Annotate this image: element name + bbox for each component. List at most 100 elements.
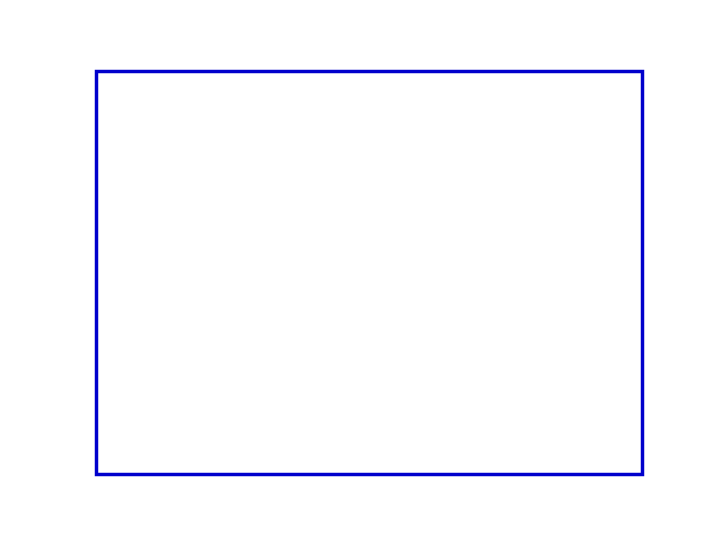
- Bar: [464, 224, 468, 227]
- Bar: [329, 110, 333, 111]
- Bar: [259, 115, 263, 119]
- Bar: [251, 111, 255, 115]
- FancyBboxPatch shape: [96, 71, 642, 475]
- Bar: [313, 110, 317, 111]
- Bar: [619, 448, 624, 450]
- Bar: [243, 115, 248, 119]
- Bar: [402, 115, 406, 119]
- Bar: [573, 454, 577, 457]
- Bar: [139, 448, 143, 450]
- Bar: [530, 448, 534, 450]
- Bar: [437, 115, 441, 119]
- Bar: [197, 448, 201, 450]
- Bar: [367, 115, 372, 119]
- Bar: [402, 450, 406, 454]
- Bar: [123, 448, 127, 450]
- Bar: [580, 450, 585, 454]
- Bar: [383, 454, 387, 457]
- Bar: [297, 450, 302, 454]
- Bar: [429, 115, 433, 119]
- Bar: [131, 111, 135, 115]
- Bar: [240, 231, 243, 235]
- Bar: [271, 450, 274, 454]
- Bar: [352, 450, 356, 454]
- Bar: [410, 450, 414, 454]
- Bar: [487, 448, 492, 450]
- Bar: [406, 448, 410, 450]
- Bar: [220, 450, 224, 454]
- Bar: [453, 115, 456, 119]
- Bar: [523, 448, 526, 450]
- Bar: [104, 448, 108, 450]
- Bar: [480, 235, 484, 239]
- Bar: [310, 454, 313, 457]
- Bar: [321, 448, 325, 450]
- Bar: [387, 111, 391, 115]
- Bar: [317, 111, 321, 115]
- Bar: [554, 450, 557, 454]
- Bar: [302, 454, 305, 457]
- Bar: [503, 448, 507, 450]
- Bar: [402, 110, 406, 111]
- Bar: [437, 448, 441, 450]
- Bar: [294, 454, 297, 457]
- Bar: [348, 115, 352, 119]
- Bar: [480, 222, 484, 224]
- Bar: [228, 450, 232, 454]
- Bar: [305, 115, 310, 119]
- Bar: [147, 450, 150, 454]
- Bar: [526, 111, 530, 115]
- Bar: [604, 110, 608, 111]
- Bar: [395, 454, 398, 457]
- Bar: [178, 111, 181, 115]
- Bar: [487, 222, 492, 224]
- Bar: [204, 111, 209, 115]
- Bar: [297, 448, 302, 450]
- Bar: [398, 110, 402, 111]
- Bar: [518, 115, 523, 119]
- Bar: [461, 222, 492, 239]
- Bar: [255, 454, 259, 457]
- Bar: [449, 448, 453, 450]
- Bar: [476, 231, 480, 235]
- Bar: [294, 448, 297, 450]
- Bar: [495, 454, 499, 457]
- Bar: [313, 450, 317, 454]
- Bar: [220, 110, 224, 111]
- Bar: [290, 115, 294, 119]
- Bar: [391, 454, 395, 457]
- Bar: [290, 111, 294, 115]
- Bar: [410, 110, 414, 111]
- Bar: [468, 110, 472, 111]
- Bar: [271, 448, 274, 450]
- Bar: [229, 219, 266, 242]
- Bar: [112, 111, 116, 115]
- Bar: [112, 115, 116, 119]
- Bar: [554, 111, 557, 115]
- Bar: [193, 448, 197, 450]
- Bar: [523, 115, 526, 119]
- Bar: [232, 115, 235, 119]
- Bar: [406, 115, 410, 119]
- Bar: [294, 110, 297, 111]
- Bar: [364, 454, 367, 457]
- Text: N-diffusion forms nMOS source, drain, and n-well: N-diffusion forms nMOS source, drain, an…: [125, 151, 552, 169]
- Bar: [429, 448, 433, 450]
- Bar: [266, 454, 271, 457]
- Bar: [487, 115, 492, 119]
- Bar: [259, 227, 263, 231]
- Bar: [534, 454, 538, 457]
- Bar: [181, 448, 185, 450]
- Bar: [356, 450, 360, 454]
- Bar: [224, 111, 228, 115]
- Bar: [375, 448, 379, 450]
- Bar: [104, 454, 108, 457]
- Bar: [220, 111, 224, 115]
- Bar: [456, 448, 461, 450]
- Bar: [441, 448, 445, 450]
- Bar: [135, 110, 139, 111]
- Bar: [158, 450, 162, 454]
- Bar: [251, 222, 255, 224]
- Bar: [266, 450, 271, 454]
- Bar: [507, 454, 510, 457]
